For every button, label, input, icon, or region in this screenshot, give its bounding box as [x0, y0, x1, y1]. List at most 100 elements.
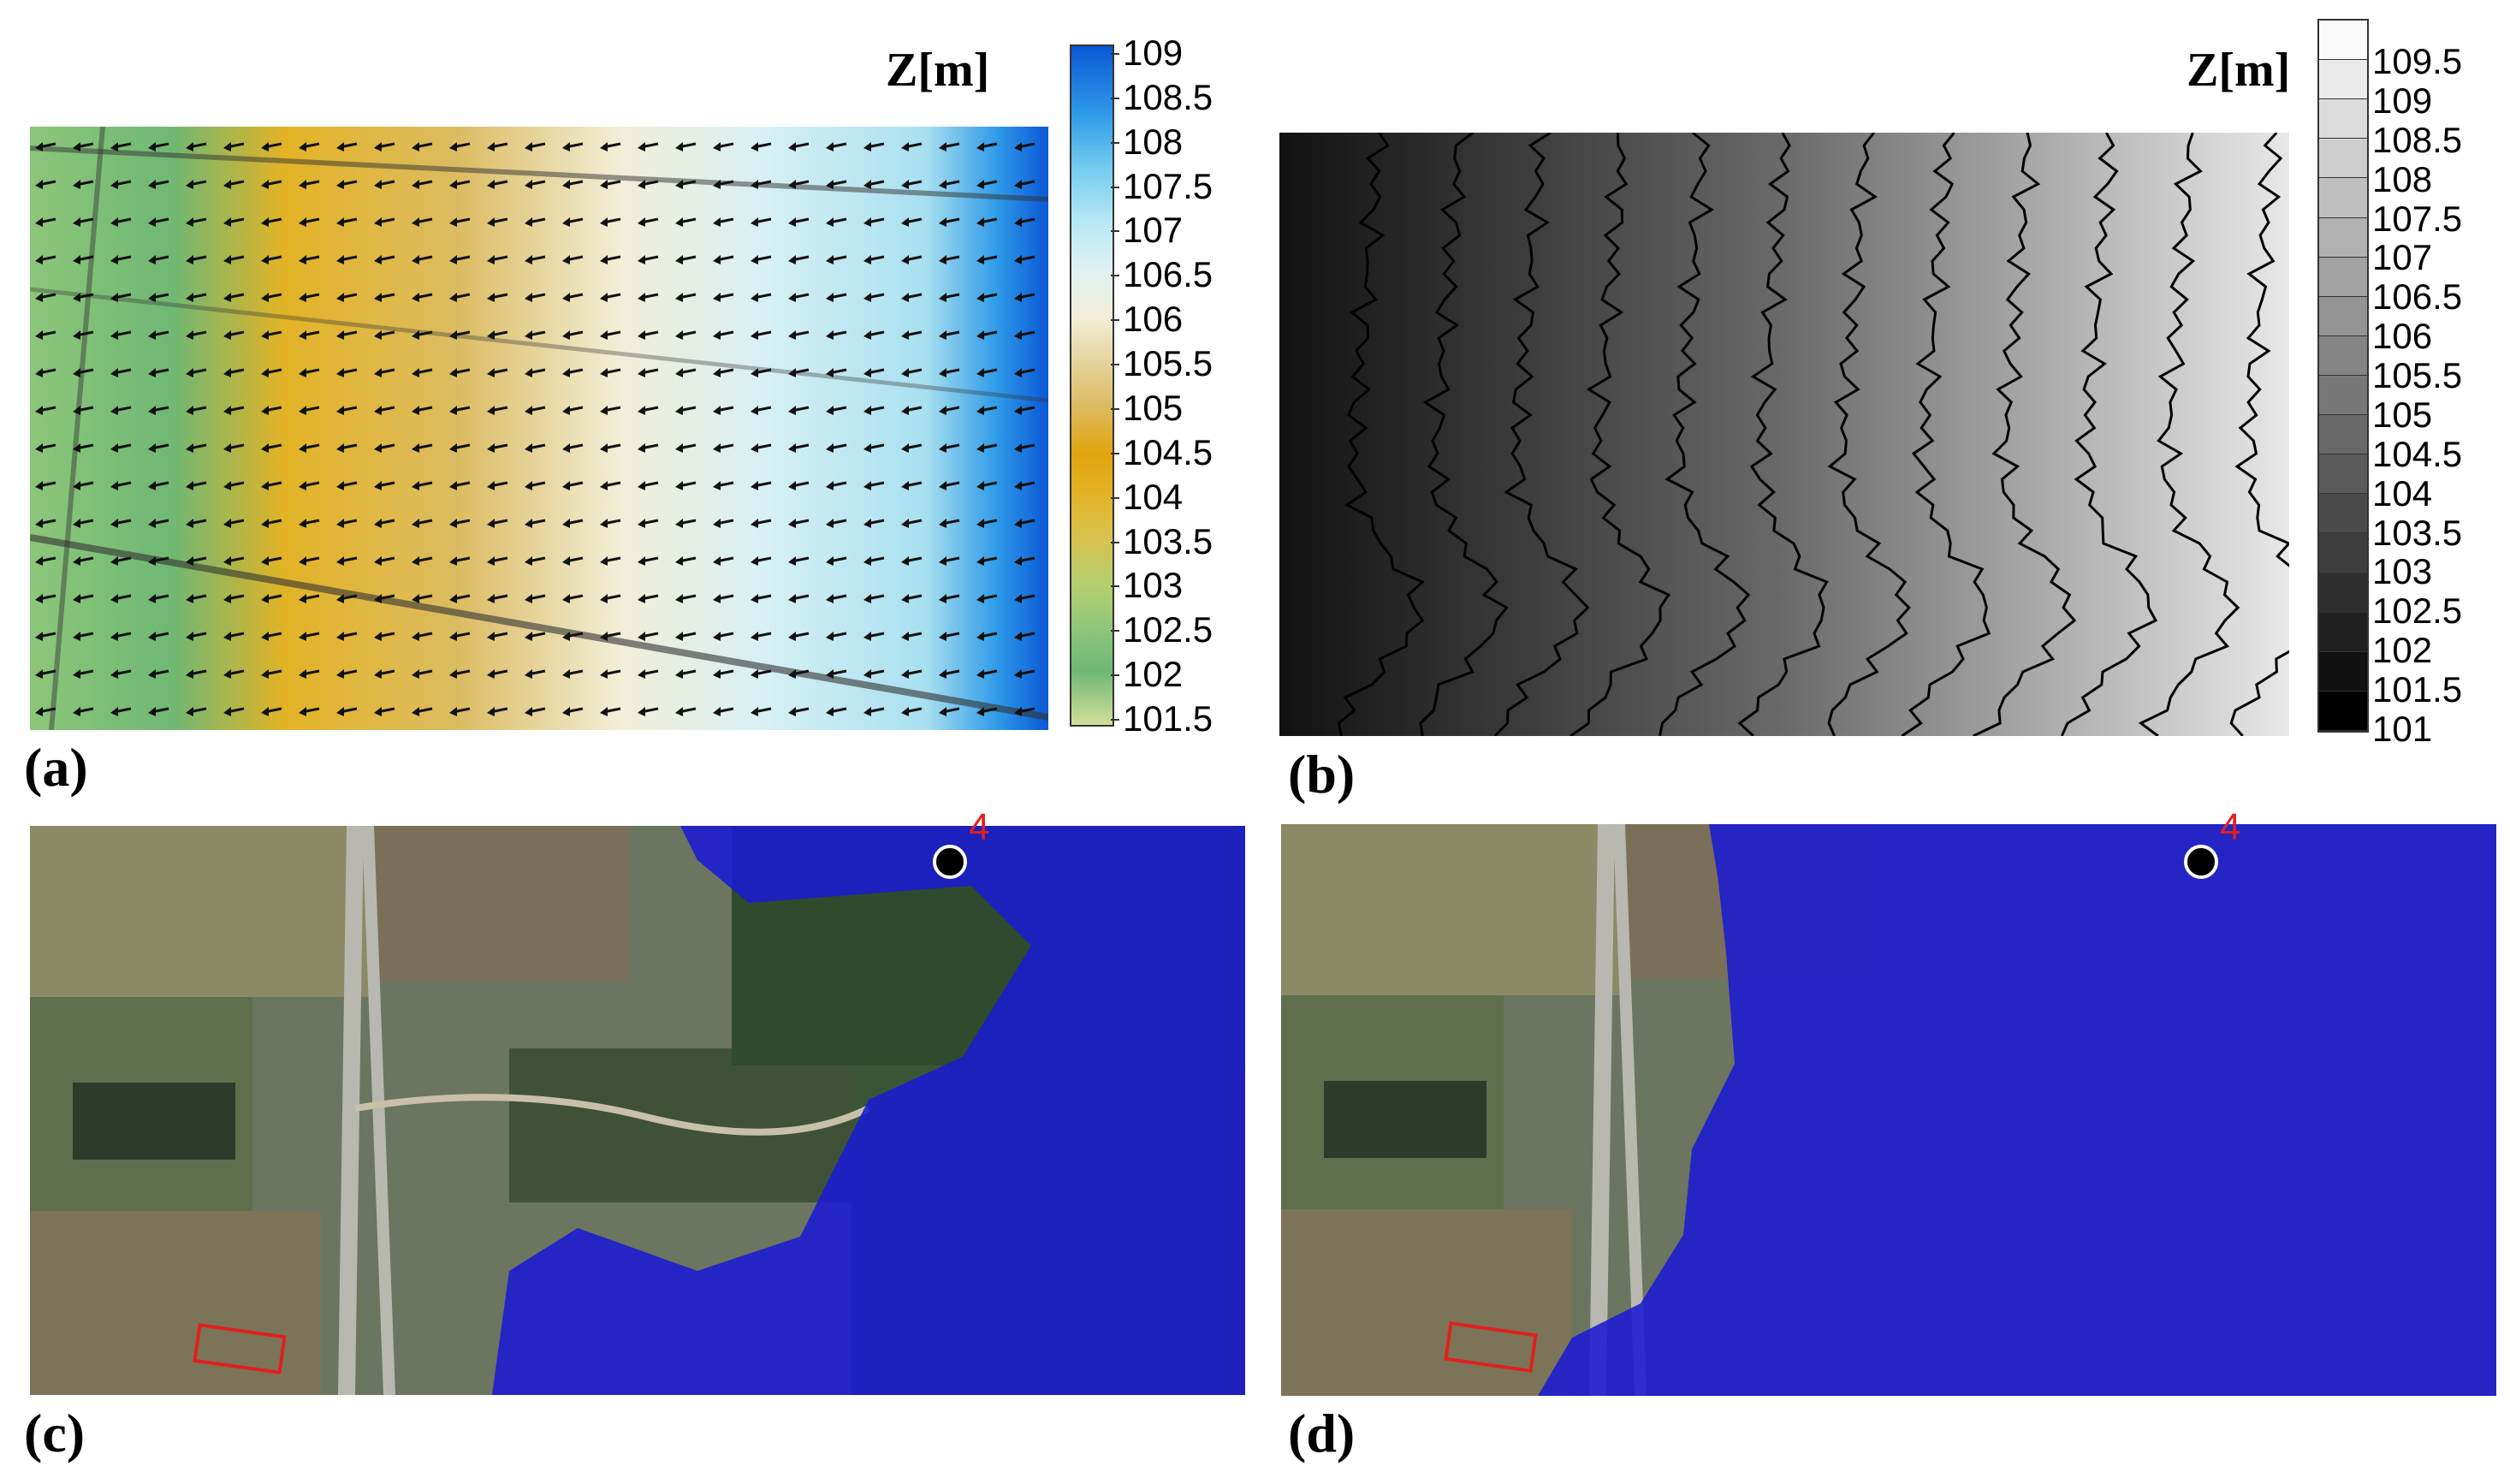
colorbar-swatch	[2319, 454, 2367, 495]
colorbar-tick-label: 109.5	[2372, 41, 2463, 81]
legend-title-b: Z[m]	[2187, 44, 2291, 97]
colorbar-tick-label: 108.5	[1123, 76, 1213, 117]
colorbar-tick-mark	[1111, 452, 1119, 454]
colorbar-tick-label: 106.5	[2372, 276, 2463, 318]
colorbar-tick-mark	[1111, 407, 1119, 410]
contour-line	[2229, 133, 2289, 736]
contour-line	[1493, 133, 1590, 736]
colorbar-tick-mark	[1111, 630, 1119, 632]
contour-line	[1901, 133, 1991, 736]
contour-map-b	[1279, 133, 2289, 736]
contour-line	[1658, 133, 1751, 736]
colorbar-tick-label: 109	[1123, 33, 1184, 73]
colorbar-tick-label: 102.5	[1123, 609, 1213, 650]
study-area-rectangle	[1444, 1321, 1538, 1374]
panel-label-b: (b)	[1288, 744, 1356, 804]
colorbar-tick-mark	[1111, 585, 1119, 588]
colorbar-tick-mark	[1111, 275, 1119, 277]
panel-label-a: (a)	[24, 737, 88, 798]
satellite-map-d	[1281, 824, 2496, 1396]
contour-line	[2138, 133, 2240, 736]
colorbar-tick-mark	[1111, 496, 1119, 499]
colorbar-swatch	[2319, 573, 2367, 613]
colorbar-tick-label: 107.5	[2372, 198, 2463, 239]
colorbar-tick-mark	[1111, 186, 1119, 188]
flood-extent-d	[1538, 824, 2496, 1396]
colorbar-tick-label: 107	[2372, 237, 2433, 278]
colorbar-tick-label: 108	[1123, 121, 1184, 162]
colorbar-tick-label: 106.5	[1123, 254, 1213, 295]
colorbar-tick-label: 102	[1123, 654, 1184, 695]
colorbar-swatch	[2319, 494, 2367, 534]
panel-d	[1281, 824, 2496, 1396]
colorbar-b	[2317, 19, 2369, 733]
contour-line	[2060, 133, 2158, 736]
colorbar-tick-label: 104	[2372, 472, 2433, 513]
colorbar-tick-label: 107	[1123, 210, 1184, 251]
colorbar-swatch	[2319, 375, 2367, 416]
colorbar-tick-label: 108	[2372, 158, 2433, 199]
colorbar-tick-label: 103	[1123, 565, 1184, 606]
colorbar-swatch	[2319, 139, 2367, 179]
colorbar-tick-mark	[1111, 674, 1119, 677]
colorbar-tick-label: 101.5	[1123, 698, 1213, 739]
colorbar-tick-label: 106	[1123, 299, 1184, 340]
colorbar-tick-label: 105	[1123, 387, 1184, 428]
panel-label-d: (d)	[1288, 1403, 1356, 1463]
colorbar-tick-mark	[1111, 719, 1119, 721]
colorbar-tick-label: 108.5	[2372, 119, 2463, 160]
colorbar-tick-mark	[1111, 364, 1119, 366]
colorbar-tick-label: 105.5	[2372, 355, 2463, 396]
panel-label-c: (c)	[24, 1403, 86, 1463]
panel-a	[30, 127, 1048, 730]
colorbar-tick-mark	[1111, 230, 1119, 233]
study-area-rectangle	[193, 1322, 287, 1375]
contour-line	[1337, 133, 1425, 736]
colorbar-a	[1070, 45, 1114, 727]
marker-label-c: 4	[969, 806, 990, 848]
colorbar-tick-label: 106	[2372, 316, 2433, 357]
colorbar-swatch	[2319, 612, 2367, 652]
colorbar-swatch	[2319, 296, 2367, 336]
colorbar-swatch	[2319, 651, 2367, 692]
colorbar-tick-label: 103.5	[1123, 520, 1213, 561]
colorbar-swatch	[2319, 60, 2367, 100]
contour-line	[1737, 133, 1829, 736]
colorbar-tick-label: 102	[2372, 630, 2433, 671]
colorbar-tick-mark	[1111, 53, 1119, 55]
colorbar-tick-label: 103	[2372, 551, 2433, 592]
flood-extent-c	[492, 826, 1245, 1395]
colorbar-tick-label: 104.5	[2372, 433, 2463, 474]
colorbar-swatch	[2319, 533, 2367, 573]
contour-line	[1973, 133, 2077, 736]
colorbar-tick-label: 109	[2372, 80, 2433, 121]
colorbar-tick-label: 101	[2372, 709, 2433, 749]
colorbar-tick-label: 105.5	[1123, 343, 1213, 384]
colorbar-swatch	[2319, 217, 2367, 258]
location-marker-icon	[933, 845, 967, 879]
colorbar-tick-label: 103.5	[2372, 512, 2463, 553]
colorbar-swatch	[2319, 335, 2367, 376]
colorbar-swatch	[2319, 99, 2367, 139]
colorbar-tick-label: 102.5	[2372, 591, 2463, 632]
elevation-map-a	[30, 127, 1048, 730]
contour-line	[1419, 133, 1509, 736]
colorbar-tick-mark	[1111, 97, 1119, 99]
colorbar-tick-mark	[1111, 141, 1119, 144]
contour-line	[1827, 133, 1911, 736]
location-marker-icon	[2184, 845, 2218, 879]
velocity-vectors	[30, 127, 1048, 730]
legend-title-a: Z[m]	[886, 44, 990, 97]
marker-label-d: 4	[2220, 806, 2241, 848]
contour-line	[1569, 133, 1671, 736]
panel-c	[30, 826, 1245, 1395]
colorbar-swatch	[2319, 21, 2367, 61]
colorbar-tick-label: 107.5	[1123, 165, 1213, 206]
colorbar-swatch	[2319, 691, 2367, 731]
satellite-map-c	[30, 826, 1245, 1395]
panel-b	[1279, 133, 2289, 736]
colorbar-swatch	[2319, 178, 2367, 218]
colorbar-tick-mark	[1111, 319, 1119, 322]
contour-lines	[1337, 133, 2289, 736]
colorbar-tick-label: 104.5	[1123, 431, 1213, 472]
